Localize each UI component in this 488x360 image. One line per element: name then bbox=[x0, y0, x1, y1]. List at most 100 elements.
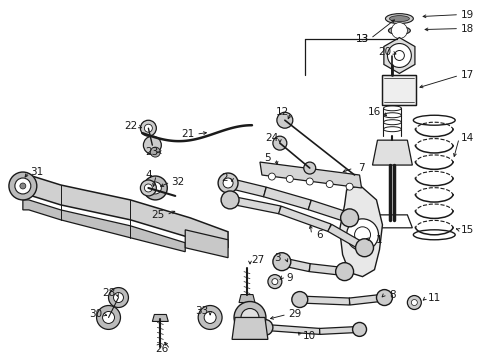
Circle shape bbox=[272, 136, 286, 150]
Polygon shape bbox=[229, 196, 280, 214]
Text: 18: 18 bbox=[460, 24, 473, 33]
Circle shape bbox=[256, 319, 272, 336]
Text: 24: 24 bbox=[264, 133, 278, 143]
Circle shape bbox=[223, 178, 233, 188]
Circle shape bbox=[376, 289, 392, 306]
Text: 5: 5 bbox=[264, 153, 271, 163]
Text: 22: 22 bbox=[123, 121, 137, 131]
Polygon shape bbox=[319, 327, 359, 334]
Polygon shape bbox=[382, 75, 415, 105]
Circle shape bbox=[198, 306, 222, 329]
Circle shape bbox=[340, 209, 358, 227]
Circle shape bbox=[276, 112, 292, 128]
Circle shape bbox=[268, 173, 275, 180]
Circle shape bbox=[218, 173, 238, 193]
Circle shape bbox=[355, 239, 373, 257]
Circle shape bbox=[272, 253, 290, 271]
Polygon shape bbox=[307, 200, 350, 222]
Circle shape bbox=[234, 302, 265, 333]
Polygon shape bbox=[239, 294, 254, 302]
Circle shape bbox=[143, 136, 161, 154]
Circle shape bbox=[410, 300, 416, 306]
Polygon shape bbox=[260, 162, 361, 188]
Circle shape bbox=[108, 288, 128, 307]
Text: 17: 17 bbox=[460, 71, 473, 80]
Polygon shape bbox=[264, 324, 319, 334]
Text: 3: 3 bbox=[274, 253, 281, 263]
Text: 30: 30 bbox=[89, 310, 102, 319]
Circle shape bbox=[140, 180, 156, 196]
Polygon shape bbox=[348, 294, 384, 305]
Circle shape bbox=[271, 279, 277, 285]
Text: 21: 21 bbox=[181, 129, 194, 139]
Circle shape bbox=[346, 219, 378, 251]
Text: 33: 33 bbox=[195, 306, 208, 316]
Text: 25: 25 bbox=[151, 210, 164, 220]
Circle shape bbox=[9, 172, 37, 200]
Polygon shape bbox=[299, 296, 349, 305]
Circle shape bbox=[241, 309, 259, 327]
Circle shape bbox=[113, 293, 123, 302]
Text: 14: 14 bbox=[460, 133, 473, 143]
Polygon shape bbox=[152, 315, 168, 321]
Polygon shape bbox=[372, 140, 411, 165]
Polygon shape bbox=[185, 230, 227, 258]
Polygon shape bbox=[327, 224, 366, 251]
Text: 23: 23 bbox=[145, 147, 159, 157]
Text: 1: 1 bbox=[375, 235, 382, 245]
Circle shape bbox=[346, 183, 352, 190]
Circle shape bbox=[203, 311, 216, 323]
Text: 7: 7 bbox=[358, 163, 364, 173]
Text: 31: 31 bbox=[30, 167, 43, 177]
Text: 19: 19 bbox=[460, 10, 473, 20]
Text: 13: 13 bbox=[355, 33, 368, 44]
Text: 9: 9 bbox=[286, 273, 292, 283]
Circle shape bbox=[15, 178, 31, 194]
Polygon shape bbox=[263, 187, 310, 210]
Circle shape bbox=[407, 296, 421, 310]
Text: 20: 20 bbox=[377, 48, 390, 58]
Circle shape bbox=[221, 191, 239, 209]
Text: 16: 16 bbox=[367, 107, 380, 117]
Text: 13: 13 bbox=[355, 33, 368, 44]
Circle shape bbox=[150, 147, 160, 157]
Circle shape bbox=[20, 183, 26, 189]
Text: 4: 4 bbox=[145, 170, 151, 180]
Circle shape bbox=[96, 306, 120, 329]
Text: 29: 29 bbox=[287, 310, 301, 319]
Polygon shape bbox=[232, 318, 267, 339]
Text: 8: 8 bbox=[388, 289, 395, 300]
Circle shape bbox=[149, 182, 161, 194]
Circle shape bbox=[291, 292, 307, 307]
Circle shape bbox=[303, 162, 315, 174]
Polygon shape bbox=[23, 200, 185, 252]
Text: 32: 32 bbox=[171, 177, 184, 187]
Text: 28: 28 bbox=[102, 288, 115, 298]
Text: 10: 10 bbox=[303, 332, 316, 341]
Circle shape bbox=[267, 275, 281, 289]
Circle shape bbox=[144, 184, 152, 192]
Polygon shape bbox=[278, 206, 330, 231]
Polygon shape bbox=[226, 178, 265, 197]
Polygon shape bbox=[339, 185, 382, 276]
Polygon shape bbox=[383, 37, 414, 73]
Text: 6: 6 bbox=[316, 230, 323, 240]
Circle shape bbox=[390, 23, 407, 39]
Circle shape bbox=[325, 181, 332, 188]
Ellipse shape bbox=[385, 14, 412, 24]
Ellipse shape bbox=[387, 27, 409, 35]
Text: 12: 12 bbox=[276, 107, 289, 117]
Text: 27: 27 bbox=[251, 255, 264, 265]
Text: 15: 15 bbox=[460, 225, 473, 235]
Circle shape bbox=[305, 178, 313, 185]
Circle shape bbox=[140, 120, 156, 136]
Circle shape bbox=[102, 311, 114, 323]
Circle shape bbox=[143, 176, 167, 200]
Circle shape bbox=[386, 44, 410, 67]
Text: 26: 26 bbox=[155, 345, 168, 354]
Ellipse shape bbox=[388, 15, 408, 22]
Text: 2: 2 bbox=[220, 173, 227, 183]
Polygon shape bbox=[281, 258, 310, 271]
Circle shape bbox=[352, 323, 366, 336]
Text: 11: 11 bbox=[427, 293, 440, 302]
